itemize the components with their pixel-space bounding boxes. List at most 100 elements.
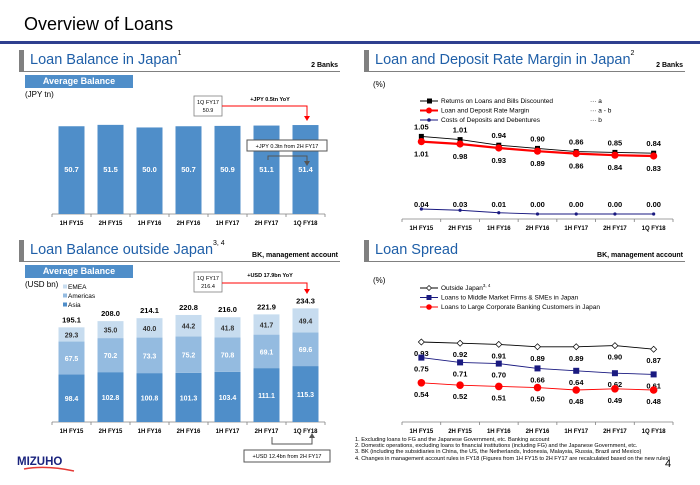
segment-value-label: 70.2	[104, 353, 118, 360]
data-label: 0.48	[569, 397, 584, 406]
logo-text: MIZUHO	[17, 456, 62, 468]
data-point	[650, 152, 658, 160]
data-point	[497, 211, 501, 215]
x-tick-label: 1H FY16	[487, 429, 511, 435]
data-label: 0.62	[608, 380, 623, 389]
data-label: 0.49	[608, 396, 623, 405]
data-label: 0.54	[414, 390, 429, 399]
bar	[214, 125, 241, 214]
stacked-bar-segment	[214, 317, 241, 338]
section-title-text: Loan and Deposit Rate Margin in Japan	[375, 52, 631, 68]
data-label: 0.48	[646, 397, 661, 406]
data-point	[535, 212, 540, 216]
data-point	[419, 207, 423, 211]
legend-swatch	[63, 302, 67, 307]
footnote: 2. Domestic operations, excluding loans …	[355, 443, 638, 450]
bar	[97, 124, 124, 214]
segment-value-label: 69.6	[299, 347, 313, 354]
scope-label: BK, management account	[597, 252, 683, 259]
x-tick-label: 2H FY15	[99, 429, 123, 435]
prev-arrowhead	[309, 433, 315, 438]
data-label: 0.92	[453, 350, 468, 359]
x-tick-label: 1H FY17	[564, 226, 588, 232]
bar-value-label: 51.1	[259, 165, 274, 174]
section-title: Loan and Deposit Rate Margin in Japan2	[375, 50, 635, 68]
data-point	[417, 379, 426, 387]
data-label: 0.98	[453, 152, 468, 161]
data-label: 0.90	[530, 134, 545, 143]
legend-marker-square	[426, 295, 432, 300]
segment-value-label: 75.2	[182, 353, 196, 360]
footnote: 4. Changes in management account rules i…	[355, 455, 671, 462]
data-label: 0.70	[491, 371, 506, 380]
stacked-bar-segment	[292, 308, 319, 333]
data-label: 0.66	[530, 375, 545, 384]
data-point	[417, 138, 425, 146]
x-tick-label: 1H FY15	[60, 429, 84, 435]
bar-value-label: 50.7	[64, 165, 79, 174]
stacked-bar-segment	[97, 321, 124, 339]
stacked-bar-segment	[58, 374, 85, 422]
data-label: 0.52	[453, 392, 468, 401]
legend-marker-diamond	[427, 118, 431, 122]
x-tick-label: 1Q FY18	[642, 429, 667, 435]
stacked-bar-segment	[253, 368, 280, 422]
stacked-bar-segment	[175, 336, 202, 373]
segment-value-label: 69.1	[260, 349, 274, 356]
bar	[136, 127, 163, 214]
x-tick-label: 1H FY15	[410, 226, 434, 232]
unit-label: (%)	[373, 80, 386, 89]
segment-value-label: 70.8	[221, 353, 235, 360]
x-tick-label: 1H FY17	[216, 221, 240, 227]
x-tick-label: 1Q FY18	[293, 221, 318, 227]
total-value-label: 216.0	[218, 305, 237, 314]
stacked-bar-segment	[58, 341, 85, 375]
segment-value-label: 67.5	[65, 356, 79, 363]
x-tick-label: 2H FY17	[255, 221, 279, 227]
data-label: 0.04	[414, 200, 429, 209]
data-label: 0.89	[569, 354, 584, 363]
data-label: 0.00	[646, 200, 661, 209]
data-label: 0.83	[646, 164, 661, 173]
stacked-bar-segment	[136, 337, 163, 374]
yoy-arrowhead	[304, 116, 310, 121]
footnote-ref: 2	[630, 50, 635, 57]
data-label: 0.01	[491, 200, 506, 209]
callout-prev-label: +JPY 0.3tn from 2H FY17	[256, 144, 319, 150]
stacked-bar-segment	[136, 373, 163, 422]
unit-label: (%)	[373, 276, 386, 285]
data-point	[650, 371, 657, 378]
bar-value-label: 50.7	[181, 165, 196, 174]
x-tick-label: 1H FY17	[216, 429, 240, 435]
x-tick-label: 1Q FY18	[642, 226, 667, 232]
data-label: 0.87	[646, 356, 661, 365]
data-label: 0.90	[608, 353, 623, 362]
data-label: 0.91	[491, 351, 506, 360]
section-header-rate-margin: Loan and Deposit Rate Margin in Japan2 2…	[364, 50, 685, 72]
legend-marker-diamond	[426, 285, 432, 291]
footnote-ref: 1	[177, 50, 182, 57]
x-tick-label: 2H FY17	[255, 429, 279, 435]
stacked-bar-segment	[175, 372, 202, 422]
data-point	[534, 343, 541, 351]
x-tick-label: 1H FY15	[60, 221, 84, 227]
total-value-label: 221.9	[257, 302, 276, 311]
data-point	[533, 147, 542, 155]
data-point	[613, 212, 617, 216]
legend-marker-circle	[426, 304, 432, 310]
callout-prev-box	[243, 449, 331, 463]
data-label: 0.03	[453, 200, 468, 209]
legend-suffix: ··· b	[590, 117, 602, 124]
stacked-bar-segment	[214, 371, 241, 422]
yoy-arrowhead	[304, 289, 310, 294]
segment-value-label: 98.4	[65, 396, 79, 403]
callout-box-period: 1Q FY17	[197, 276, 219, 282]
legend-sup: 3, 4	[483, 283, 491, 288]
stacked-bar-segment	[253, 314, 280, 335]
data-label: 0.71	[453, 369, 468, 378]
data-label: 0.86	[569, 138, 584, 147]
data-label: 0.93	[491, 156, 506, 165]
total-value-label: 220.8	[179, 303, 198, 312]
footnote: 3. BK (including the subsidiaries in Chi…	[355, 449, 642, 456]
